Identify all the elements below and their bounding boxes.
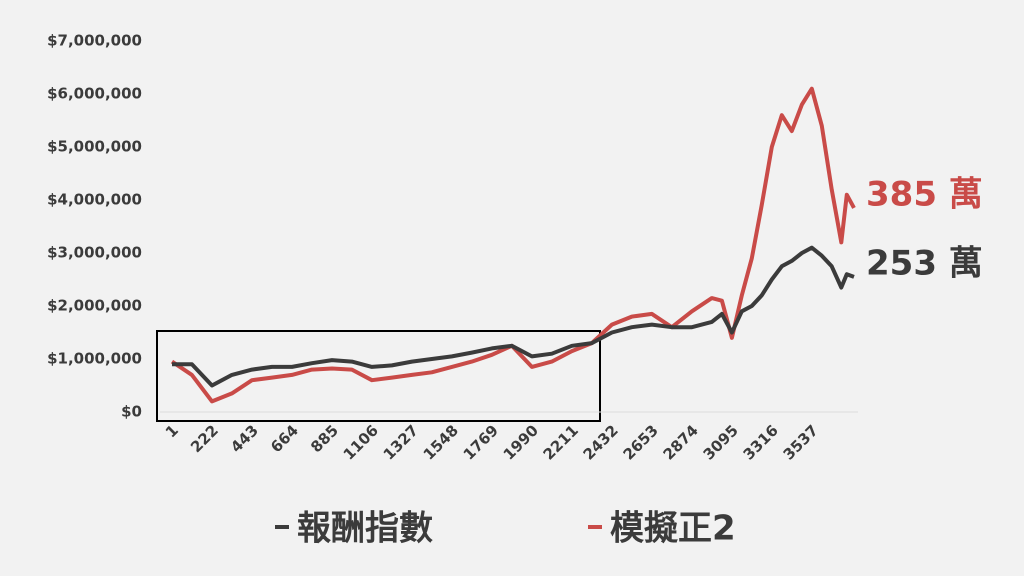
x-tick-label: 2874 [660,421,702,463]
legend-label: 報酬指數 [297,509,433,549]
x-tick-label: 1 [162,421,182,441]
x-tick-label: 2432 [580,421,622,463]
x-tick-label: 3537 [780,421,822,463]
x-tick-label: 1769 [460,421,502,463]
end-label: 385 萬 [866,174,983,214]
x-tick-label: 1990 [500,421,542,463]
y-tick-label: $2,000,000 [47,297,142,315]
series-line [172,245,855,388]
legend-label: 模擬正2 [610,509,736,549]
end-label: 253 萬 [866,243,983,283]
y-tick-label: $1,000,000 [47,350,142,368]
x-tick-label: 3095 [700,421,742,463]
y-tick-label: $5,000,000 [47,138,142,156]
x-tick-label: 3316 [740,421,782,463]
x-tick-label: 664 [267,421,302,456]
y-tick-label: $0 [121,403,142,421]
x-tick-label: 222 [187,421,222,456]
series-line [170,86,856,404]
y-tick-label: $6,000,000 [47,85,142,103]
x-tick-label: 1327 [380,421,422,463]
y-tick-label: $4,000,000 [47,191,142,209]
x-tick-label: 443 [227,421,262,456]
x-tick-label: 1548 [420,421,462,463]
x-tick-label: 1106 [340,421,382,463]
y-tick-label: $7,000,000 [47,32,142,50]
x-tick-label: 885 [307,421,342,456]
x-tick-label: 2211 [540,421,582,463]
y-tick-label: $3,000,000 [47,244,142,262]
highlight-box [156,330,601,422]
x-tick-label: 2653 [620,421,662,463]
